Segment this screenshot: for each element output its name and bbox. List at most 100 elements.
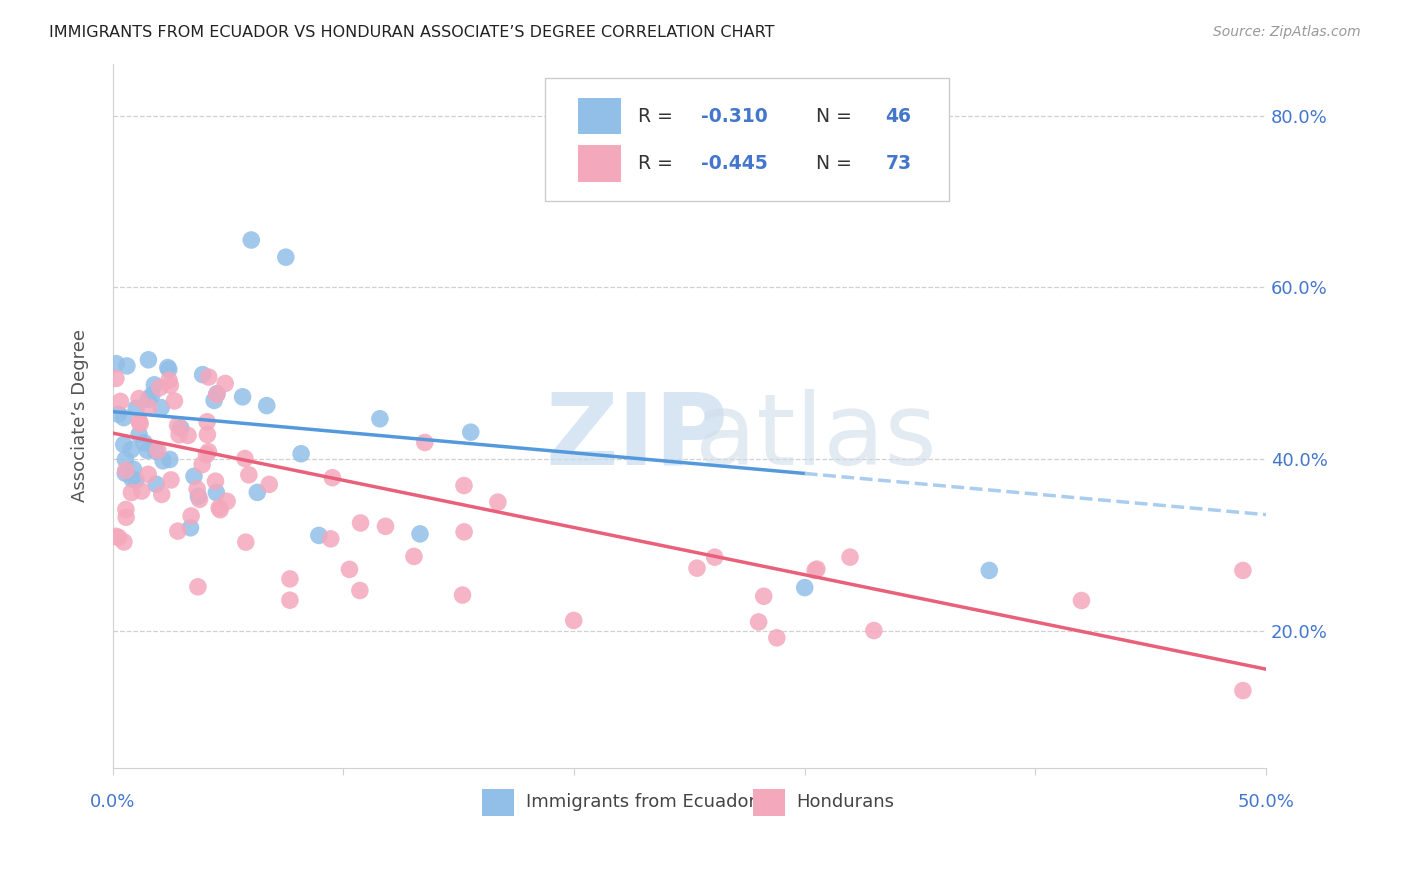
Point xyxy=(208,500,231,515)
Point xyxy=(686,561,709,575)
Point xyxy=(115,502,138,516)
Point xyxy=(186,482,208,496)
Point xyxy=(138,352,160,367)
Point xyxy=(150,487,173,501)
Text: 46: 46 xyxy=(886,107,911,126)
Point xyxy=(804,563,827,577)
Point xyxy=(180,521,202,535)
Point xyxy=(453,478,475,492)
Point xyxy=(114,452,136,467)
Point xyxy=(138,401,160,415)
Point xyxy=(122,462,145,476)
Point xyxy=(125,473,148,487)
Point xyxy=(120,442,142,457)
Point xyxy=(409,527,432,541)
Point xyxy=(163,393,186,408)
Point xyxy=(195,415,218,429)
Point xyxy=(197,427,219,442)
Point xyxy=(349,516,371,530)
Point xyxy=(256,399,278,413)
Point xyxy=(240,233,263,247)
Point xyxy=(413,435,436,450)
Point xyxy=(170,421,193,435)
Point xyxy=(278,572,301,586)
Point xyxy=(159,452,181,467)
Text: Source: ZipAtlas.com: Source: ZipAtlas.com xyxy=(1213,25,1361,39)
Point xyxy=(141,388,163,402)
Point xyxy=(205,387,228,401)
Point xyxy=(486,495,509,509)
Point xyxy=(839,550,862,565)
Text: N =: N = xyxy=(817,153,858,173)
Point xyxy=(145,477,167,491)
Point xyxy=(235,535,257,549)
Point xyxy=(120,485,142,500)
Point xyxy=(112,535,135,549)
Point xyxy=(129,417,152,431)
FancyBboxPatch shape xyxy=(546,78,949,202)
Point xyxy=(156,360,179,375)
Point xyxy=(136,467,159,482)
Point xyxy=(191,458,214,472)
Point xyxy=(703,550,725,565)
Bar xyxy=(482,789,515,815)
Bar xyxy=(578,145,621,182)
Point xyxy=(202,393,225,408)
Point xyxy=(166,524,188,538)
Point xyxy=(157,373,180,387)
Text: R =: R = xyxy=(637,107,679,126)
Text: 0.0%: 0.0% xyxy=(90,793,135,811)
Point xyxy=(562,614,585,628)
Point xyxy=(177,428,200,442)
Point xyxy=(107,407,129,421)
Point xyxy=(112,437,135,451)
Point xyxy=(104,371,127,385)
Point xyxy=(150,401,173,415)
Point xyxy=(183,469,205,483)
Point xyxy=(278,593,301,607)
Point xyxy=(374,519,396,533)
Point xyxy=(115,510,138,524)
Text: 50.0%: 50.0% xyxy=(1237,793,1295,811)
Point xyxy=(451,588,474,602)
Text: R =: R = xyxy=(637,153,679,173)
Point xyxy=(290,447,312,461)
Text: ZIP: ZIP xyxy=(546,389,728,485)
Point xyxy=(766,631,789,645)
Point xyxy=(166,418,188,433)
Point xyxy=(167,427,190,442)
Point xyxy=(217,494,239,508)
Text: IMMIGRANTS FROM ECUADOR VS HONDURAN ASSOCIATE’S DEGREE CORRELATION CHART: IMMIGRANTS FROM ECUADOR VS HONDURAN ASSO… xyxy=(49,25,775,40)
Point xyxy=(214,376,236,391)
Point xyxy=(368,411,391,425)
Point xyxy=(125,401,148,416)
Point xyxy=(349,583,371,598)
Point xyxy=(748,615,770,629)
Point xyxy=(180,508,202,523)
Point xyxy=(134,435,156,450)
Point xyxy=(402,549,425,564)
Point xyxy=(104,529,127,543)
Point xyxy=(152,454,174,468)
Text: N =: N = xyxy=(817,107,858,126)
Point xyxy=(863,624,886,638)
Point xyxy=(1232,564,1254,578)
Point xyxy=(259,477,281,491)
Point xyxy=(460,425,482,439)
Point xyxy=(121,472,143,486)
Point xyxy=(209,502,232,516)
Point xyxy=(128,414,150,428)
Point xyxy=(339,562,361,576)
Point xyxy=(308,528,330,542)
Point xyxy=(321,471,343,485)
Text: Hondurans: Hondurans xyxy=(797,793,894,811)
Text: -0.310: -0.310 xyxy=(702,107,768,126)
Point xyxy=(979,564,1001,578)
Point xyxy=(793,581,815,595)
Point xyxy=(205,485,228,500)
Bar xyxy=(752,789,785,815)
Point xyxy=(115,359,138,373)
Point xyxy=(197,370,219,384)
Point xyxy=(114,463,136,477)
Point xyxy=(453,524,475,539)
